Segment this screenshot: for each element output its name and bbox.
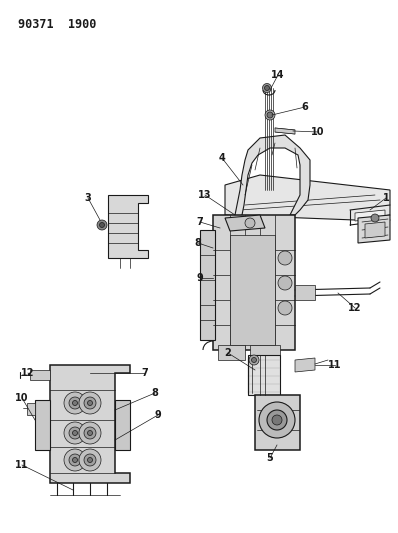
Circle shape	[278, 301, 292, 315]
Polygon shape	[225, 215, 265, 231]
Circle shape	[252, 358, 256, 362]
Circle shape	[64, 449, 86, 471]
Text: 6: 6	[302, 102, 308, 112]
Text: 1: 1	[382, 193, 389, 203]
Circle shape	[69, 454, 81, 466]
Circle shape	[272, 415, 282, 425]
Circle shape	[79, 449, 101, 471]
Circle shape	[84, 397, 96, 409]
Circle shape	[278, 251, 292, 265]
Text: 9: 9	[197, 273, 203, 283]
Polygon shape	[108, 195, 148, 258]
Text: 3: 3	[85, 193, 92, 203]
PathPatch shape	[235, 135, 310, 218]
Polygon shape	[355, 210, 385, 221]
Circle shape	[79, 392, 101, 414]
Circle shape	[64, 392, 86, 414]
Text: 4: 4	[219, 153, 225, 163]
Text: 7: 7	[142, 368, 148, 378]
Circle shape	[88, 400, 92, 406]
Text: 9: 9	[155, 410, 161, 420]
Text: 14: 14	[271, 70, 285, 80]
Polygon shape	[30, 370, 50, 380]
Text: 11: 11	[328, 360, 342, 370]
Polygon shape	[230, 235, 275, 345]
Text: 7: 7	[197, 217, 203, 227]
Circle shape	[72, 400, 78, 406]
Text: 90371  1900: 90371 1900	[18, 18, 96, 31]
Circle shape	[245, 218, 255, 228]
Polygon shape	[365, 222, 385, 238]
Text: 8: 8	[152, 388, 158, 398]
Polygon shape	[295, 358, 315, 372]
Circle shape	[263, 84, 271, 93]
Polygon shape	[27, 403, 35, 415]
Text: 10: 10	[311, 127, 325, 137]
Text: 12: 12	[348, 303, 362, 313]
Circle shape	[72, 457, 78, 463]
Text: 10: 10	[15, 393, 29, 403]
Polygon shape	[218, 345, 245, 360]
Circle shape	[267, 112, 273, 118]
Circle shape	[371, 214, 379, 222]
Circle shape	[265, 110, 275, 120]
Polygon shape	[275, 128, 295, 134]
Text: 2: 2	[224, 348, 231, 358]
Polygon shape	[115, 400, 130, 450]
Circle shape	[79, 422, 101, 444]
Polygon shape	[255, 395, 300, 450]
Circle shape	[84, 454, 96, 466]
Circle shape	[97, 220, 107, 230]
Circle shape	[84, 427, 96, 439]
Circle shape	[100, 222, 105, 228]
Circle shape	[72, 431, 78, 435]
Circle shape	[278, 276, 292, 290]
Circle shape	[265, 85, 269, 91]
Polygon shape	[358, 215, 390, 243]
Circle shape	[267, 410, 287, 430]
Polygon shape	[295, 285, 315, 300]
Text: 12: 12	[21, 368, 35, 378]
Polygon shape	[50, 365, 130, 483]
Polygon shape	[225, 175, 390, 220]
Polygon shape	[250, 345, 280, 358]
Text: 8: 8	[195, 238, 201, 248]
Polygon shape	[200, 230, 215, 340]
Circle shape	[88, 431, 92, 435]
Circle shape	[69, 397, 81, 409]
Polygon shape	[35, 400, 50, 450]
Circle shape	[249, 355, 259, 365]
Text: 11: 11	[15, 460, 29, 470]
Circle shape	[88, 457, 92, 463]
Polygon shape	[213, 215, 295, 350]
Circle shape	[69, 427, 81, 439]
Circle shape	[259, 402, 295, 438]
Circle shape	[64, 422, 86, 444]
Polygon shape	[248, 355, 280, 395]
Text: 13: 13	[198, 190, 212, 200]
Text: 5: 5	[267, 453, 273, 463]
